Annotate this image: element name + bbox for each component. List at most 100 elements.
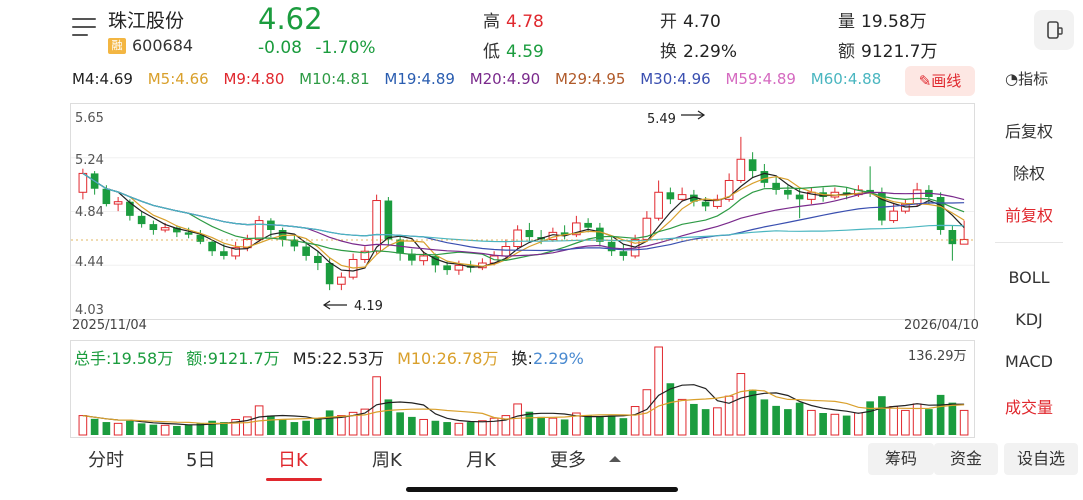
kline-chart[interactable]: 5.65 5.24 4.84 4.44 4.03 5.49 4.19 xyxy=(70,103,975,320)
volume-bar xyxy=(384,399,393,435)
candle xyxy=(325,263,334,285)
boll-button[interactable]: BOLL xyxy=(1008,268,1050,287)
candle xyxy=(889,210,898,222)
low-arrow-icon xyxy=(322,300,347,310)
candle xyxy=(149,224,158,231)
rights-back-button[interactable]: 后复权 xyxy=(1004,122,1053,141)
volume-bar xyxy=(220,422,228,435)
change-value: -0.08 xyxy=(258,38,302,58)
volume-bar xyxy=(748,389,757,435)
candle xyxy=(654,191,663,219)
volume-bar xyxy=(677,398,687,436)
volume-bar xyxy=(842,415,851,435)
home-indicator xyxy=(406,487,678,492)
tab-more[interactable]: 更多 xyxy=(550,450,586,471)
volume-bar xyxy=(654,346,663,436)
volume-chart[interactable] xyxy=(70,340,975,438)
candle xyxy=(408,253,416,261)
tab-weekly-k[interactable]: 周K xyxy=(372,450,402,471)
funds-button[interactable]: 资金 xyxy=(934,443,998,475)
candle xyxy=(784,189,792,195)
volume-turnover: 2.29% xyxy=(532,349,584,368)
tab-5day[interactable]: 5日 xyxy=(186,450,216,471)
candle xyxy=(959,238,969,245)
add-watchlist-button[interactable]: 设自选 xyxy=(1004,443,1078,475)
menu-icon[interactable] xyxy=(72,18,96,40)
indicator-button[interactable]: ◔指标 xyxy=(1005,70,1049,88)
candle xyxy=(126,201,134,216)
volume-bar xyxy=(489,417,499,436)
start-date: 2025/11/04 xyxy=(72,318,147,333)
candle xyxy=(443,265,451,271)
volume-bar xyxy=(419,418,428,436)
volume-value: 19.58万 xyxy=(861,12,927,32)
volume-bar xyxy=(208,420,216,435)
candle xyxy=(525,230,534,238)
volume-bar xyxy=(290,422,299,435)
volume-bar xyxy=(243,416,252,436)
volume-bar xyxy=(690,403,698,435)
ma-line-4 xyxy=(82,172,965,272)
ma60-label: M60:4.88 xyxy=(810,70,882,88)
volume-bar xyxy=(173,425,181,435)
volume-bar xyxy=(196,423,205,435)
margin-badge: 融 xyxy=(108,38,126,54)
volume-svg xyxy=(78,346,969,436)
candle xyxy=(607,241,616,252)
draw-line-button[interactable]: ✎画线 xyxy=(905,66,975,96)
volume-m5: M5:22.53万 xyxy=(292,349,384,368)
end-date: 2026/04/10 xyxy=(904,318,979,333)
volume-bar xyxy=(630,406,640,436)
caret-up-icon[interactable] xyxy=(608,454,622,464)
volume-bar xyxy=(596,416,604,435)
rights-forward-button[interactable]: 前复权 xyxy=(1004,206,1053,225)
volume-bar xyxy=(936,394,945,435)
landscape-button[interactable] xyxy=(1034,10,1074,50)
volume-bar xyxy=(90,418,99,435)
candle xyxy=(560,232,569,235)
tab-monthly-k[interactable]: 月K xyxy=(466,450,496,471)
chips-button[interactable]: 筹码 xyxy=(868,443,934,475)
volume-bar xyxy=(901,409,910,436)
ma4-label: M4:4.69 xyxy=(72,70,133,88)
open-stat: 开 4.70 xyxy=(660,12,721,32)
tab-intraday[interactable]: 分时 xyxy=(88,450,124,471)
volume-legend: 总手:19.58万 额:9121.7万 M5:22.53万 M10:26.78万… xyxy=(74,345,592,369)
macd-button[interactable]: MACD xyxy=(1005,352,1053,371)
volume-bar xyxy=(325,410,334,435)
volume-bar xyxy=(560,419,569,435)
volume-bar xyxy=(713,407,722,436)
volume-bar xyxy=(889,406,898,436)
volume-bar xyxy=(525,411,534,435)
volume-bar xyxy=(149,424,158,435)
volume-bar xyxy=(948,402,957,435)
candle xyxy=(254,220,264,240)
candle xyxy=(642,217,652,240)
tab-daily-k[interactable]: 日K xyxy=(278,450,308,471)
volume-indicator-button[interactable]: 成交量 xyxy=(1004,398,1053,417)
ex-rights-button[interactable]: 除权 xyxy=(1012,164,1045,183)
ma29-label: M29:4.95 xyxy=(554,70,626,88)
candle xyxy=(760,171,769,183)
volume-bar xyxy=(784,409,792,435)
kline-svg: 5.65 5.24 4.84 4.44 4.03 5.49 4.19 xyxy=(71,110,974,318)
amount-value: 9121.7万 xyxy=(861,42,938,62)
candle xyxy=(772,182,780,190)
candle xyxy=(878,192,886,221)
price-axis-label: 4.84 xyxy=(75,205,104,220)
candle xyxy=(360,250,370,260)
volume-bar xyxy=(537,416,545,435)
ma20-label: M20:4.90 xyxy=(469,70,541,88)
candle xyxy=(314,255,322,264)
turnover-stat: 换 2.29% xyxy=(660,42,738,62)
volume-bar xyxy=(807,409,816,436)
volume-bar xyxy=(584,415,592,435)
candle xyxy=(795,194,804,200)
ma10-label: M10:4.81 xyxy=(299,70,370,88)
volume-bar xyxy=(396,412,404,435)
volume-bar xyxy=(866,401,874,435)
phone-rotate-icon xyxy=(1047,21,1063,39)
volume-bar xyxy=(548,417,558,436)
kdj-button[interactable]: KDJ xyxy=(1015,310,1043,329)
volume-bar xyxy=(137,423,146,435)
